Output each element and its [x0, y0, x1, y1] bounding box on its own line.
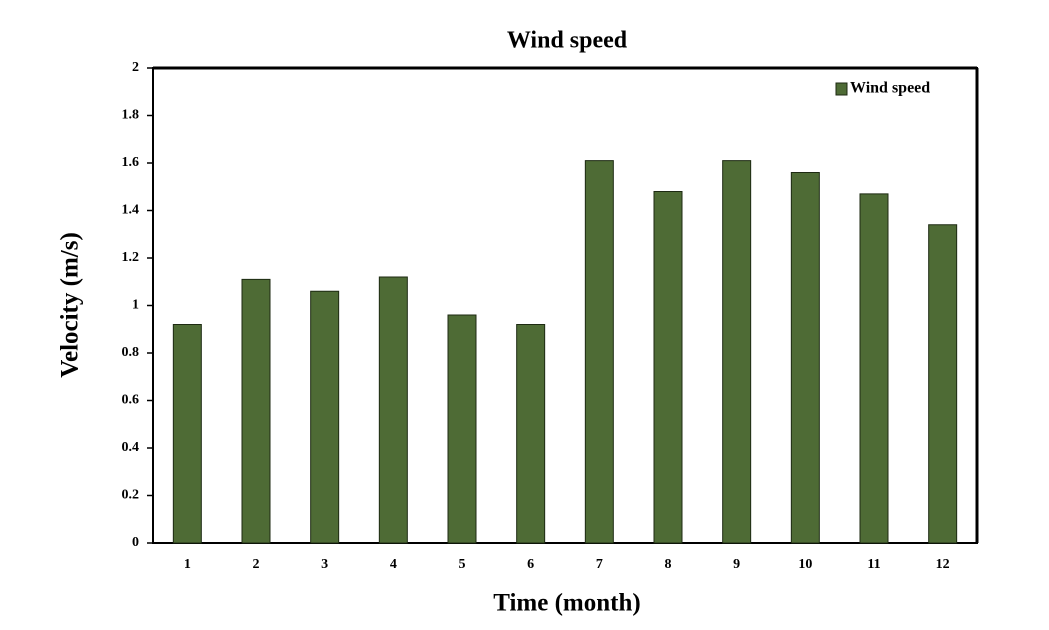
x-tick-label: 9	[733, 557, 740, 572]
y-tick-label: 1	[132, 298, 139, 313]
y-tick-label: 2	[132, 60, 139, 75]
x-tick-label: 2	[253, 557, 260, 572]
x-tick-label: 7	[596, 557, 603, 572]
bar	[723, 161, 751, 543]
y-axis-label: Velocity (m/s)	[57, 232, 84, 378]
bar	[448, 315, 476, 543]
x-tick-label: 11	[867, 557, 880, 572]
chart: Wind speed Time (month) Velocity (m/s) 0…	[0, 0, 1049, 630]
x-tick-label: 8	[665, 557, 672, 572]
bar	[791, 173, 819, 544]
x-tick-label: 1	[184, 557, 191, 572]
y-tick-label: 0.4	[122, 440, 140, 455]
bar	[379, 277, 407, 543]
x-tick-label: 3	[321, 557, 328, 572]
bar	[311, 291, 339, 543]
y-tick-label: 0	[132, 535, 139, 550]
bar	[242, 279, 270, 543]
bar	[517, 325, 545, 544]
legend-swatch	[836, 83, 847, 95]
bar	[860, 194, 888, 543]
x-tick-label: 10	[798, 557, 812, 572]
x-tick-label: 6	[527, 557, 534, 572]
y-tick-label: 1.6	[122, 155, 140, 170]
y-tick-label: 1.2	[122, 250, 140, 265]
bar	[585, 161, 613, 543]
bar	[929, 225, 957, 543]
x-tick-label: 12	[936, 557, 950, 572]
bar	[173, 325, 201, 544]
y-tick-label: 0.2	[122, 488, 140, 503]
x-axis-label: Time (month)	[493, 590, 640, 617]
page: Wind speed Time (month) Velocity (m/s) 0…	[0, 0, 1049, 630]
x-tick-label: 5	[459, 557, 466, 572]
chart-title: Wind speed	[507, 28, 628, 54]
y-tick-label: 1.4	[122, 203, 140, 218]
y-tick-label: 0.8	[122, 345, 140, 360]
bar	[654, 192, 682, 544]
plot-frame	[153, 68, 977, 543]
y-tick-label: 0.6	[122, 393, 140, 408]
x-tick-label: 4	[390, 557, 397, 572]
legend-label: Wind speed	[850, 80, 930, 97]
y-tick-label: 1.8	[122, 108, 140, 123]
